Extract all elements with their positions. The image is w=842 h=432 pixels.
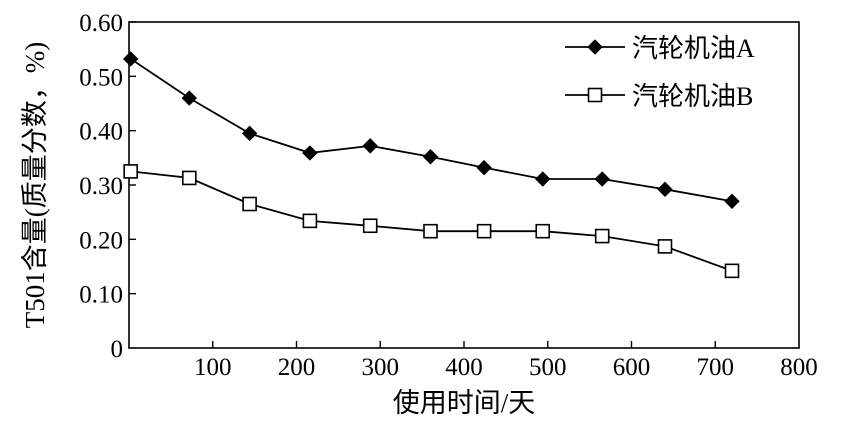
y-tick-label: 0.30 bbox=[79, 173, 123, 200]
y-tick-label: 0.10 bbox=[79, 282, 123, 309]
diamond-marker bbox=[241, 125, 258, 142]
diamond-marker bbox=[657, 181, 673, 198]
square-marker bbox=[123, 164, 138, 179]
diamond-marker bbox=[362, 138, 378, 154]
diamond-marker bbox=[302, 145, 318, 161]
legend-label: 汽轮机油A bbox=[632, 34, 755, 63]
diamond-marker bbox=[422, 149, 439, 165]
diamond-marker bbox=[122, 51, 139, 67]
diamond-marker bbox=[587, 39, 603, 55]
y-axis-ticks: 0 0.10 0.20 0.30 0.40 0.50 0.60 bbox=[79, 10, 136, 363]
series-layer bbox=[122, 51, 740, 279]
legend: 汽轮机油A 汽轮机油B bbox=[565, 34, 755, 111]
series-b bbox=[123, 164, 740, 279]
series-a bbox=[122, 51, 740, 210]
plot-frame bbox=[128, 21, 800, 349]
legend-item: 汽轮机油B bbox=[565, 82, 753, 111]
x-tick-label: 700 bbox=[697, 354, 735, 381]
x-tick-label: 500 bbox=[529, 354, 567, 381]
y-tick-label: 0.60 bbox=[79, 10, 123, 37]
square-marker bbox=[594, 228, 610, 244]
diamond-marker bbox=[594, 171, 610, 187]
square-marker bbox=[242, 196, 257, 212]
x-tick-label: 600 bbox=[613, 354, 651, 381]
x-tick-label: 100 bbox=[194, 354, 232, 381]
x-tick-label: 400 bbox=[445, 354, 483, 381]
square-marker bbox=[302, 213, 318, 229]
y-tick-label: 0.40 bbox=[79, 119, 123, 146]
series-line bbox=[130, 58, 733, 203]
legend-item: 汽轮机油A bbox=[565, 34, 755, 63]
diamond-marker bbox=[535, 171, 551, 187]
x-tick-label: 200 bbox=[278, 354, 316, 381]
y-axis-title: T501含量(质量分数，%) bbox=[20, 42, 50, 328]
square-marker bbox=[423, 223, 438, 239]
x-tick-label: 300 bbox=[362, 354, 400, 381]
square-marker bbox=[724, 263, 740, 279]
square-marker bbox=[476, 223, 492, 239]
square-marker bbox=[657, 239, 673, 254]
y-tick-label: 0.20 bbox=[79, 227, 123, 254]
square-marker bbox=[362, 218, 378, 234]
x-axis-ticks: 100 200 300 400 500 600 700 800 bbox=[194, 341, 818, 381]
diamond-marker bbox=[476, 159, 492, 176]
square-marker bbox=[535, 223, 551, 239]
y-tick-label: 0 bbox=[111, 336, 124, 363]
diamond-marker bbox=[724, 193, 740, 210]
y-tick-label: 0.50 bbox=[79, 64, 123, 91]
x-tick-label: 800 bbox=[780, 354, 818, 381]
x-axis-title: 使用时间/天 bbox=[393, 388, 536, 418]
square-marker bbox=[182, 170, 197, 186]
legend-label: 汽轮机油B bbox=[632, 82, 753, 111]
square-marker bbox=[587, 87, 603, 103]
diamond-marker bbox=[181, 90, 198, 106]
